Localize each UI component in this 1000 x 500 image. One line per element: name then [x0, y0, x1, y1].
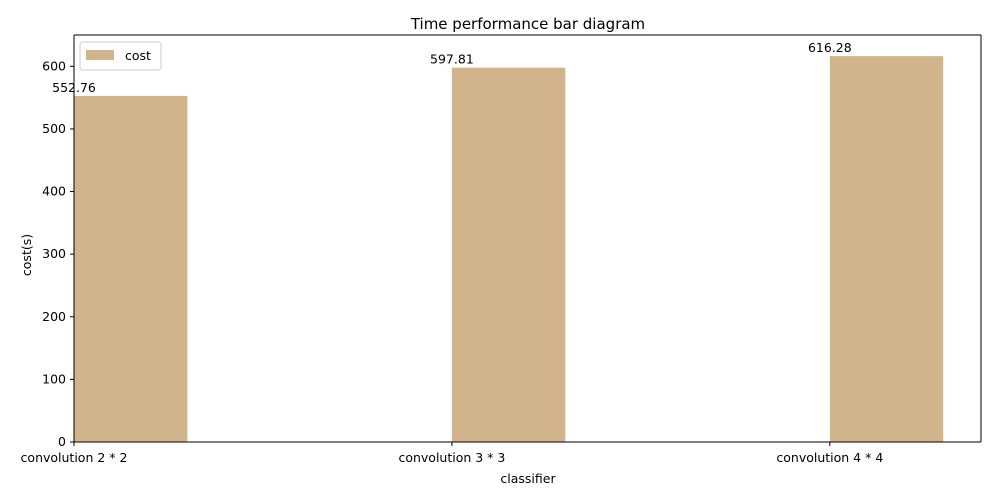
y-tick-label-6: 500	[42, 121, 66, 136]
bar-3	[829, 56, 944, 443]
data-label-2: 597.81	[430, 52, 474, 67]
plot-area: 552.76597.81616.280100200300400500600con…	[21, 34, 982, 465]
x-tick-label-2: convolution 3 * 3	[398, 450, 505, 465]
chart-title: Time performance bar diagram	[410, 15, 645, 33]
y-axis-title: cost(s)	[19, 234, 34, 276]
legend-label: cost	[125, 48, 151, 63]
bar-1	[74, 95, 188, 442]
legend: cost	[79, 41, 162, 71]
y-tick-label-5: 400	[42, 184, 66, 199]
y-tick-label-3: 200	[42, 309, 66, 324]
y-tick-label-1: 0	[58, 434, 66, 449]
legend-frame	[79, 41, 162, 71]
y-tick-label-7: 600	[42, 58, 66, 73]
x-tick-label-3: convolution 4 * 4	[776, 450, 883, 465]
data-label-3: 616.28	[808, 40, 852, 55]
y-tick-label-2: 100	[42, 371, 66, 386]
legend-swatch	[86, 50, 114, 60]
x-axis-title: classifier	[500, 471, 556, 486]
bar-2	[451, 67, 566, 443]
x-tick-label-1: convolution 2 * 2	[21, 450, 128, 465]
y-tick-label-4: 300	[42, 246, 66, 261]
